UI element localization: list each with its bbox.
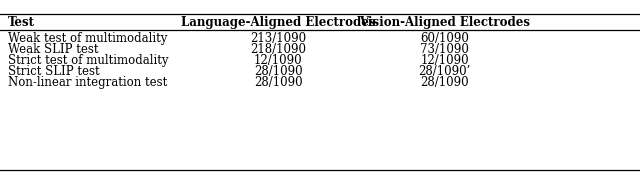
Text: Non-linear integration test: Non-linear integration test [8, 76, 167, 89]
Text: Weak SLIP test: Weak SLIP test [8, 43, 98, 56]
Text: Weak test of multimodality: Weak test of multimodality [8, 32, 167, 45]
Text: Language-Aligned Electrodes: Language-Aligned Electrodes [181, 16, 376, 29]
Text: 12/1090: 12/1090 [254, 54, 303, 67]
Text: Strict test of multimodality: Strict test of multimodality [8, 54, 168, 67]
Text: 213/1090: 213/1090 [250, 32, 307, 45]
Text: 28/1090: 28/1090 [254, 65, 303, 78]
Text: Vision-Aligned Electrodes: Vision-Aligned Electrodes [359, 16, 531, 29]
Text: 73/1090: 73/1090 [420, 43, 469, 56]
Text: 12/1090: 12/1090 [420, 54, 469, 67]
Text: 218/1090: 218/1090 [250, 43, 307, 56]
Text: 28/1090: 28/1090 [254, 76, 303, 89]
Text: 60/1090: 60/1090 [420, 32, 469, 45]
Text: 28/1090: 28/1090 [420, 76, 469, 89]
Text: Strict SLIP test: Strict SLIP test [8, 65, 99, 78]
Text: 28/1090’: 28/1090’ [419, 65, 471, 78]
Text: Test: Test [8, 16, 35, 29]
